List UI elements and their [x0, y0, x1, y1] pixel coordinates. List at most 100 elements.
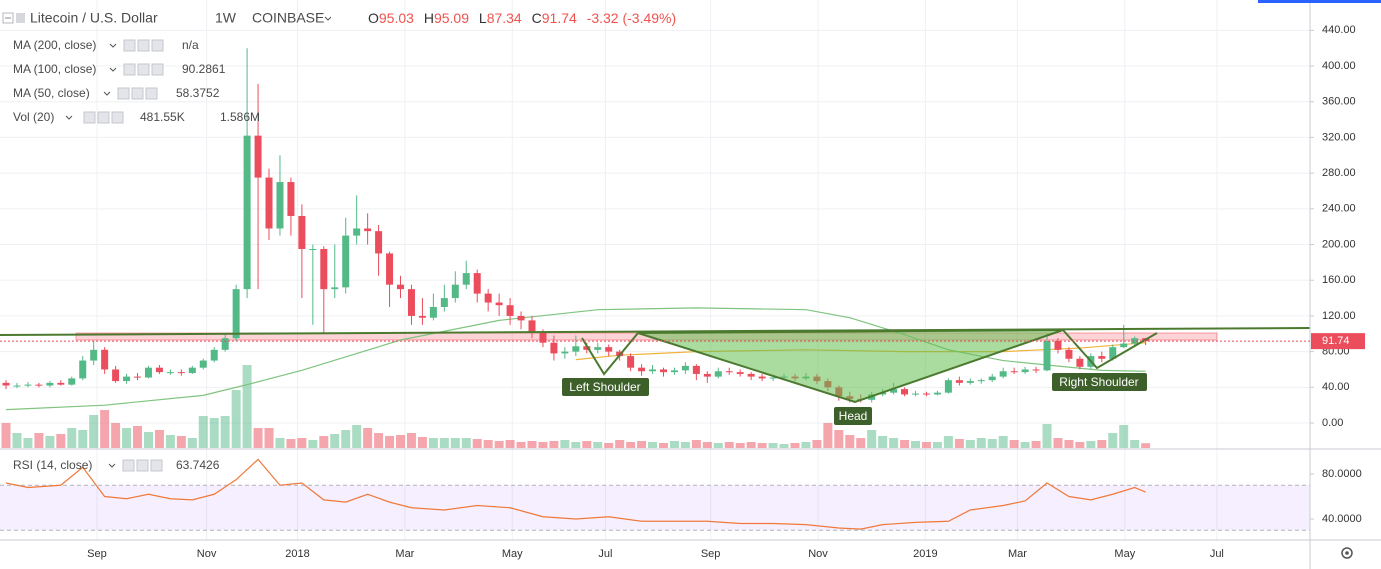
legend-value: 1.586M [220, 110, 260, 124]
volume-bar [648, 442, 658, 448]
volume-bar [943, 436, 953, 448]
rsi-tick-label: 40.0000 [1322, 513, 1362, 525]
volume-bar [505, 440, 515, 448]
volume-bar [867, 430, 877, 448]
volume-bar [111, 423, 121, 448]
ohlc-value: 95.03 [379, 10, 414, 26]
volume-bar [658, 443, 668, 448]
volume-bar [428, 438, 438, 448]
header: Litecoin / U.S. Dollar 1W COINBASE O95.0… [2, 10, 676, 26]
volume-bar [560, 440, 570, 448]
volume-bar [1031, 441, 1041, 448]
x-tick-label: May [1114, 548, 1135, 560]
candle-body [243, 135, 251, 290]
ohlc-label: L [479, 10, 487, 26]
candle-body [1120, 343, 1128, 348]
volume-bar [330, 434, 340, 448]
candles [2, 48, 1150, 403]
y-tick-label: 200.00 [1322, 238, 1356, 250]
volume-bar [187, 438, 197, 448]
candle-body [539, 331, 547, 343]
candle-body [977, 380, 985, 382]
candle-body [1065, 349, 1073, 359]
volume-bar [845, 435, 855, 448]
volume-bar [593, 442, 603, 448]
volume-bar [396, 435, 406, 448]
volume-bar [1086, 441, 1096, 448]
settings-icon[interactable] [1341, 547, 1353, 559]
candle-body [353, 228, 361, 236]
candle-body [101, 349, 109, 370]
candle-body [944, 380, 952, 393]
volume-bar [549, 441, 559, 448]
volume-bar [680, 442, 690, 448]
candle-body [473, 273, 481, 294]
candle-body [922, 393, 930, 395]
volume-bar [472, 439, 482, 448]
volume-bar [264, 428, 274, 448]
legend-name[interactable]: Vol (20) [13, 110, 54, 124]
legend-name[interactable]: RSI (14, close) [13, 458, 92, 472]
volume-bar [932, 442, 942, 448]
y-tick-label: 160.00 [1322, 274, 1356, 286]
candle-body [879, 392, 887, 395]
volume-bar [253, 428, 263, 448]
legend-icon [151, 63, 164, 76]
volume-bar [231, 390, 241, 448]
candle-body [342, 235, 350, 288]
interval[interactable]: 1W [215, 10, 237, 26]
candle-body [966, 381, 974, 383]
x-tick-label: May [502, 548, 523, 560]
y-tick-label: 400.00 [1322, 60, 1356, 72]
candle-body [572, 346, 580, 352]
ohlc: O95.03 H95.09 L87.34 C91.74 -3.32 (-3.49… [368, 10, 676, 26]
candle-body [605, 347, 613, 352]
candle-body [418, 315, 426, 318]
x-tick-label: Mar [395, 548, 414, 560]
candle-body [484, 293, 492, 303]
volume-bar [998, 436, 1008, 448]
volume-bar [67, 428, 77, 448]
candle-body [24, 384, 32, 386]
top-accent [1258, 0, 1381, 3]
volume-bar [385, 436, 395, 448]
volume-bar [374, 433, 384, 448]
legend-value: 63.7426 [176, 458, 220, 472]
volume-bar [56, 434, 66, 448]
legend-icon [122, 459, 135, 472]
candle-body [638, 367, 646, 372]
legend-name[interactable]: MA (50, close) [13, 86, 90, 100]
y-tick-label: 320.00 [1322, 131, 1356, 143]
legend-name[interactable]: MA (200, close) [13, 38, 96, 52]
legend-icons [65, 39, 164, 472]
legend-icon [145, 87, 158, 100]
volume-bar [823, 423, 833, 448]
candle-body [407, 289, 415, 316]
volume [1, 365, 1151, 448]
x-tick-label: 2018 [285, 548, 309, 560]
y-tick-label: 0.00 [1322, 417, 1343, 429]
candle-body [659, 369, 667, 373]
price-tag [1311, 333, 1365, 350]
volume-bar [900, 440, 910, 448]
left-shoulder-line [581, 332, 639, 376]
volume-bar [275, 438, 285, 448]
y-tick-label: 40.00 [1322, 381, 1350, 393]
volume-bar [45, 436, 55, 448]
rsi-tick-label: 80.0000 [1322, 468, 1362, 480]
candle-body [506, 305, 514, 316]
volume-bar [341, 430, 351, 448]
exchange[interactable]: COINBASE [252, 10, 324, 26]
candle-body [79, 360, 87, 379]
volume-bar [242, 365, 252, 448]
settings-icon-dot [1345, 551, 1349, 555]
candle-body [769, 377, 777, 379]
volume-bar [165, 435, 175, 448]
legend-name[interactable]: MA (100, close) [13, 62, 96, 76]
legend-icon [117, 87, 130, 100]
symbol[interactable]: Litecoin / U.S. Dollar [30, 10, 158, 26]
x-tick-label: Nov [197, 548, 217, 560]
volume-bar [834, 430, 844, 448]
volume-bar [735, 443, 745, 448]
